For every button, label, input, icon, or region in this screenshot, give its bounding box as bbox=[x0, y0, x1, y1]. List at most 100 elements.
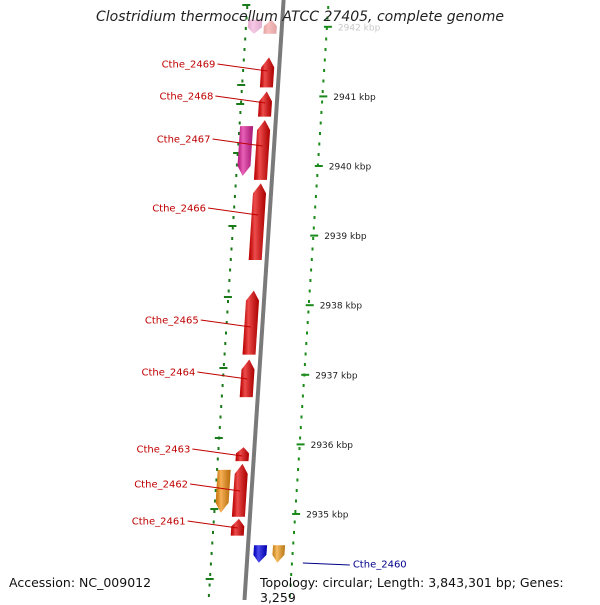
gene-Cthe_2467[interactable] bbox=[253, 120, 271, 180]
gc-dot bbox=[216, 457, 219, 461]
gene-Cthe_2460[interactable] bbox=[253, 545, 268, 563]
ruler-tick bbox=[310, 234, 319, 237]
ruler-dot bbox=[296, 478, 299, 482]
ruler-dot bbox=[290, 562, 293, 566]
gc-dot bbox=[227, 289, 230, 293]
ruler-dot bbox=[327, 6, 330, 9]
gene-Cthe_2461[interactable] bbox=[230, 518, 245, 536]
gc-dot bbox=[208, 583, 211, 587]
ruler-label: 2940 kbp bbox=[329, 163, 372, 173]
gene-feature[interactable] bbox=[263, 19, 277, 34]
ruler-dot bbox=[309, 279, 312, 282]
ruler-tick bbox=[319, 95, 328, 98]
label-leader bbox=[217, 63, 268, 72]
label-leader bbox=[197, 371, 248, 380]
gene-feature[interactable] bbox=[247, 19, 263, 34]
gene-Cthe_2468[interactable] bbox=[258, 91, 272, 117]
gene-label[interactable]: Cthe_2464 bbox=[142, 368, 196, 379]
ruler-label: 2935 kbp bbox=[306, 511, 349, 521]
ruler-label: 2941 kbp bbox=[333, 93, 376, 103]
gc-dot bbox=[212, 520, 215, 524]
ruler-label: 2939 kbp bbox=[324, 232, 367, 242]
ruler-dot bbox=[326, 16, 329, 20]
gc-dot bbox=[240, 100, 243, 104]
ruler-dot bbox=[301, 405, 304, 408]
ruler-dot bbox=[324, 48, 327, 51]
ruler-tick bbox=[292, 513, 301, 515]
ruler-dot bbox=[305, 342, 308, 345]
gene-label[interactable]: Cthe_2461 bbox=[132, 517, 186, 528]
ruler-dot bbox=[289, 583, 292, 587]
ruler-dot bbox=[291, 552, 294, 555]
gene-label[interactable]: Cthe_2463 bbox=[136, 445, 190, 456]
gc-dot bbox=[214, 489, 217, 492]
gene-label[interactable]: Cthe_2465 bbox=[145, 316, 199, 327]
gc-dash bbox=[205, 578, 214, 580]
ruler-dot bbox=[316, 174, 319, 177]
gc-dot bbox=[220, 394, 223, 398]
ruler-dot bbox=[288, 594, 291, 597]
ruler-dot bbox=[322, 79, 325, 83]
ruler-label: 2938 kbp bbox=[320, 302, 363, 312]
ruler-label: 2942 kbp bbox=[338, 23, 381, 33]
ruler-dot bbox=[306, 321, 309, 324]
gc-dot bbox=[214, 499, 216, 503]
ruler-dot bbox=[300, 415, 303, 419]
gene-label[interactable]: Cthe_2460 bbox=[353, 560, 407, 571]
gene-Cthe_2462[interactable] bbox=[231, 463, 248, 517]
gc-dot bbox=[221, 384, 224, 387]
ruler-dot bbox=[292, 541, 295, 545]
ruler-dot bbox=[308, 289, 311, 293]
gc-dot bbox=[227, 300, 229, 303]
gc-dot bbox=[220, 405, 223, 408]
gene-label[interactable]: Cthe_2462 bbox=[134, 480, 188, 491]
gc-dot bbox=[229, 258, 232, 261]
gene-cds-overlay[interactable] bbox=[237, 126, 254, 176]
gc-dot bbox=[242, 69, 245, 72]
ruler-dot bbox=[310, 268, 313, 272]
ruler-dot bbox=[325, 27, 328, 30]
gene-cds-overlay[interactable] bbox=[215, 469, 231, 513]
ruler-dot bbox=[312, 237, 315, 240]
gene-label[interactable]: Cthe_2468 bbox=[160, 92, 214, 103]
ruler-tick bbox=[296, 443, 305, 446]
ruler-dot bbox=[325, 37, 328, 41]
gc-dash bbox=[219, 367, 228, 369]
ruler-dot bbox=[315, 184, 318, 188]
ruler-tick bbox=[323, 25, 332, 28]
gene-labels: Cthe_2460 Cthe_2461 Cthe_2462 Cthe_2463 Cthe… bbox=[132, 60, 407, 571]
gc-dot bbox=[222, 363, 225, 366]
gc-dot bbox=[218, 426, 221, 429]
accession-text: Accession: NC_009012 bbox=[9, 575, 152, 590]
coordinate-ruler: 2935 kbp 2936 kbp 2937 kbp 2938 kbp 2939 kbp… bbox=[288, 6, 381, 597]
gc-dot bbox=[209, 562, 212, 566]
gc-dot bbox=[238, 121, 241, 125]
ruler-dot bbox=[302, 384, 305, 387]
gene-label[interactable]: Cthe_2469 bbox=[162, 60, 216, 71]
gene-cds-overlay[interactable] bbox=[272, 545, 286, 563]
gc-dot bbox=[209, 573, 212, 576]
gene-Cthe_2465[interactable] bbox=[242, 290, 260, 355]
gene-Cthe_2463[interactable] bbox=[235, 447, 250, 462]
gene-Cthe_2464[interactable] bbox=[239, 359, 255, 398]
gc-dot bbox=[238, 132, 240, 135]
ruler-dot bbox=[319, 121, 322, 125]
gc-dot bbox=[244, 37, 247, 41]
gene-label[interactable]: Cthe_2466 bbox=[152, 204, 206, 215]
gc-dot bbox=[236, 153, 239, 156]
gc-dot bbox=[217, 447, 220, 450]
ruler-tick bbox=[314, 165, 323, 167]
gc-dash bbox=[242, 4, 251, 6]
topology-text: Topology: circular; Length: 3,843,301 bp… bbox=[260, 575, 564, 605]
ruler-dot bbox=[320, 111, 323, 114]
ruler-tick bbox=[305, 304, 314, 307]
gene-label[interactable]: Cthe_2467 bbox=[157, 135, 211, 146]
gc-dot bbox=[245, 16, 248, 20]
ruler-dot bbox=[295, 499, 297, 503]
gene-Cthe_2466[interactable] bbox=[248, 183, 266, 260]
label-leader bbox=[212, 138, 263, 147]
gc-dot bbox=[215, 478, 218, 482]
gene-Cthe_2469[interactable] bbox=[259, 57, 275, 88]
ruler-dot bbox=[295, 489, 298, 492]
ruler-dot bbox=[317, 153, 320, 156]
